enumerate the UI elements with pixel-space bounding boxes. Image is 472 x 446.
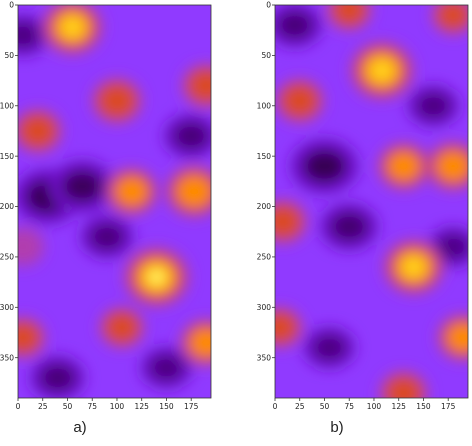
panel-caption: a)	[73, 419, 86, 436]
y-tick-label: 350	[257, 353, 272, 362]
x-tick-label: 100	[110, 402, 125, 411]
hot-spot	[18, 108, 63, 154]
x-tick-label: 175	[184, 402, 199, 411]
axes-frame	[17, 4, 212, 399]
cold-spot	[163, 113, 211, 159]
y-tick-label: 150	[0, 152, 14, 161]
y-tick-label: 300	[0, 303, 14, 312]
y-tick-label: 0	[266, 1, 271, 10]
hot-spot	[42, 5, 103, 55]
cold-spot	[79, 214, 135, 260]
hot-spot	[275, 306, 303, 348]
hot-spot	[180, 318, 211, 367]
y-tick-label: 150	[257, 152, 272, 161]
y-tick-label: 100	[0, 101, 14, 110]
x-tick-label: 0	[16, 402, 21, 411]
cold-spot	[29, 354, 86, 398]
x-tick-label: 100	[367, 402, 382, 411]
hot-spot	[18, 227, 44, 266]
y-tick-label: 200	[257, 202, 272, 211]
cold-spot	[319, 202, 379, 251]
axes-frame	[274, 4, 469, 399]
hot-spot	[426, 141, 468, 191]
hot-spot	[383, 239, 444, 295]
x-tick-label: 25	[38, 402, 48, 411]
x-tick-label: 125	[392, 402, 407, 411]
heatmap-field	[18, 5, 211, 398]
y-tick-label: 200	[0, 202, 14, 211]
cold-spot	[275, 5, 323, 49]
y-tick-label: 0	[9, 1, 14, 10]
hot-spot	[99, 306, 145, 349]
cold-spot	[18, 13, 50, 57]
y-tick-label: 250	[0, 253, 14, 262]
x-tick-label: 150	[159, 402, 174, 411]
x-tick-label: 50	[63, 402, 73, 411]
y-tick-label: 100	[257, 101, 272, 110]
heatmap-panel-b: 0 25 50 75 100 125 150 175 0 50 100 150 200 250 300 350…	[257, 1, 469, 436]
cold-spot	[289, 137, 360, 195]
x-tick-label: 50	[320, 402, 330, 411]
hot-spot	[275, 78, 325, 123]
hot-spot	[377, 142, 430, 190]
y-tick-label: 250	[257, 253, 272, 262]
cold-spot	[49, 159, 116, 214]
y-tick-label: 350	[0, 353, 14, 362]
x-tick-label: 25	[295, 402, 305, 411]
x-tick-label: 175	[441, 402, 456, 411]
x-tick-label: 75	[344, 402, 354, 411]
hot-spot	[379, 370, 428, 398]
y-tick-label: 300	[257, 303, 272, 312]
hot-spot	[275, 199, 308, 244]
hot-spot	[431, 5, 468, 35]
cold-spot	[140, 346, 193, 390]
panel-caption: b)	[330, 419, 343, 436]
cold-spot	[303, 326, 356, 370]
x-tick-label: 150	[416, 402, 431, 411]
hot-spot	[349, 41, 414, 100]
hot-spot	[123, 247, 190, 307]
hot-spot	[165, 165, 211, 218]
y-tick-label: 50	[261, 51, 271, 60]
x-tick-label: 0	[273, 402, 278, 411]
heatmap-panel-a: 0 25 50 75 100 125 150 175 0 50 100 150 200 250 300 350…	[0, 1, 212, 436]
hot-spot	[181, 63, 211, 108]
x-tick-label: 75	[87, 402, 97, 411]
hot-spot	[326, 5, 372, 31]
hot-spot	[437, 313, 468, 362]
hot-spot	[18, 317, 46, 359]
hot-spot	[105, 167, 158, 216]
y-tick-label: 50	[4, 51, 14, 60]
heatmap-field	[275, 5, 468, 398]
hot-spot	[91, 77, 143, 124]
cold-spot	[406, 84, 460, 128]
x-tick-label: 125	[135, 402, 150, 411]
